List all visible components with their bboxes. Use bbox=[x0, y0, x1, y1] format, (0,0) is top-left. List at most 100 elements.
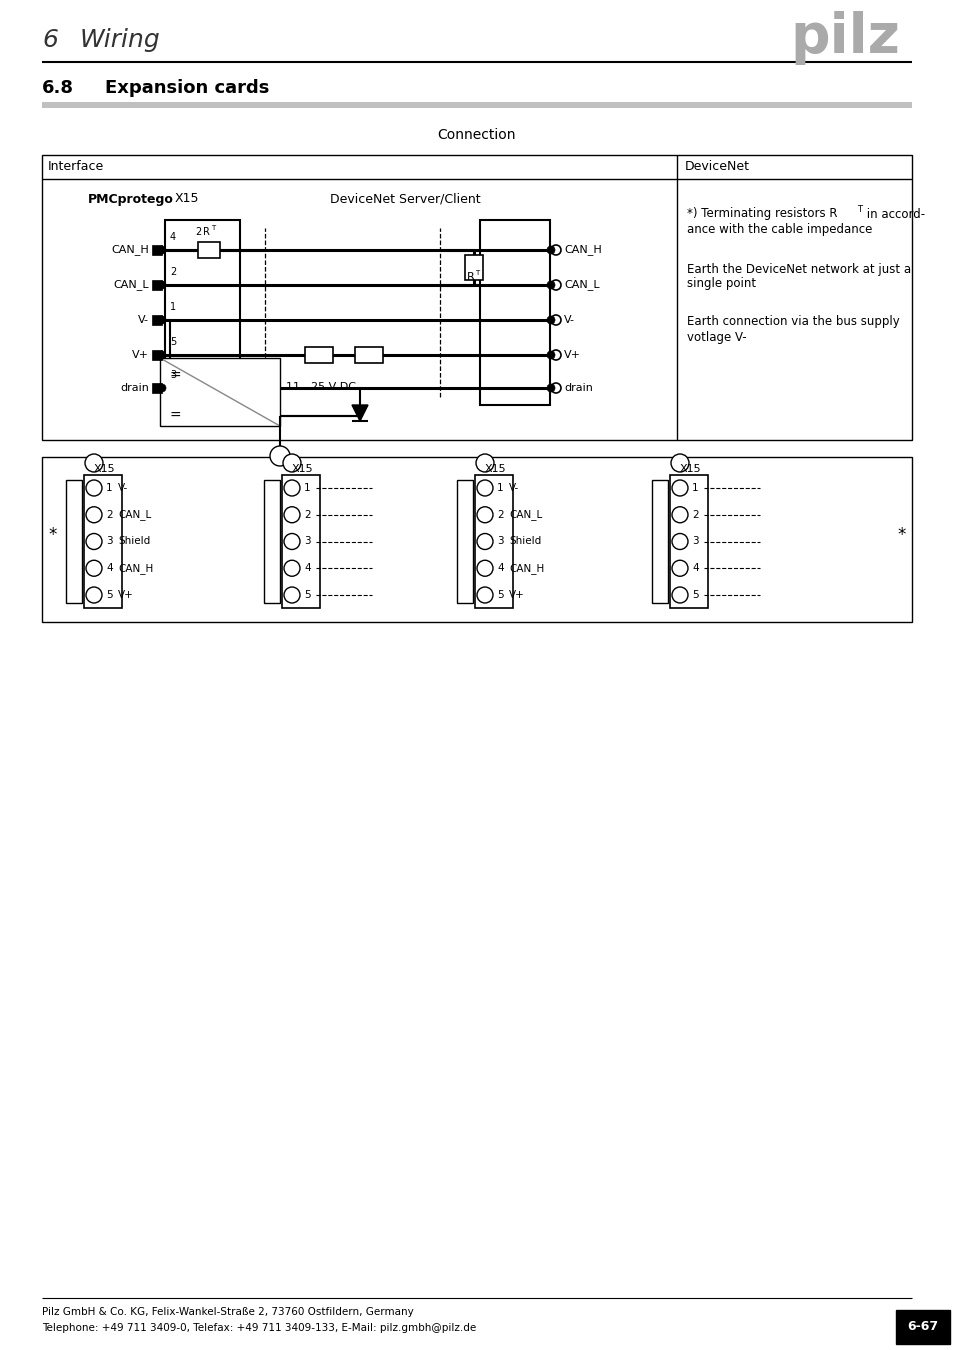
Text: Pilz GmbH & Co. KG, Felix-Wankel-Straße 2, 73760 Ostfildern, Germany: Pilz GmbH & Co. KG, Felix-Wankel-Straße … bbox=[42, 1307, 414, 1318]
Circle shape bbox=[283, 454, 301, 472]
Text: CAN_L: CAN_L bbox=[509, 509, 541, 520]
Circle shape bbox=[546, 316, 555, 324]
Text: 4: 4 bbox=[170, 232, 176, 242]
Text: 5: 5 bbox=[170, 338, 176, 347]
Text: X15: X15 bbox=[94, 464, 115, 474]
Text: 6.8: 6.8 bbox=[42, 80, 74, 97]
Text: PMCprotego: PMCprotego bbox=[88, 193, 173, 205]
Bar bbox=[651, 481, 667, 603]
Bar bbox=[66, 481, 82, 603]
Text: CAN_H: CAN_H bbox=[112, 244, 149, 255]
Text: Earth the DeviceNet network at just a: Earth the DeviceNet network at just a bbox=[686, 262, 910, 275]
Circle shape bbox=[284, 481, 299, 495]
Circle shape bbox=[551, 279, 560, 290]
Text: 2: 2 bbox=[304, 510, 311, 520]
Text: CAN_H: CAN_H bbox=[563, 244, 601, 255]
Text: votlage V-: votlage V- bbox=[686, 331, 746, 343]
Bar bbox=[152, 279, 162, 290]
Circle shape bbox=[546, 246, 555, 254]
Circle shape bbox=[476, 454, 494, 472]
Bar bbox=[42, 458, 911, 622]
Text: 5: 5 bbox=[106, 590, 112, 599]
Circle shape bbox=[86, 533, 102, 549]
Text: 11 - 25 V DC: 11 - 25 V DC bbox=[286, 382, 355, 391]
Text: =: = bbox=[170, 409, 181, 423]
Circle shape bbox=[671, 506, 687, 522]
Bar bbox=[305, 347, 333, 363]
Circle shape bbox=[284, 587, 299, 603]
Circle shape bbox=[546, 383, 555, 392]
Text: CAN_L: CAN_L bbox=[563, 279, 599, 290]
Circle shape bbox=[671, 587, 687, 603]
Text: *: * bbox=[48, 526, 56, 544]
Text: CAN_H: CAN_H bbox=[118, 563, 153, 574]
Text: Interface: Interface bbox=[48, 161, 104, 174]
Text: Expansion cards: Expansion cards bbox=[105, 80, 269, 97]
Bar bbox=[895, 1310, 949, 1345]
Circle shape bbox=[86, 481, 102, 495]
Bar bbox=[264, 481, 280, 603]
Text: 2: 2 bbox=[106, 510, 112, 520]
Bar bbox=[42, 103, 911, 108]
Circle shape bbox=[158, 383, 166, 392]
Text: Wiring: Wiring bbox=[80, 28, 161, 53]
Circle shape bbox=[476, 533, 493, 549]
Circle shape bbox=[551, 350, 560, 360]
Text: DeviceNet Server/Client: DeviceNet Server/Client bbox=[330, 193, 480, 205]
Text: 3: 3 bbox=[691, 536, 698, 547]
Text: V-: V- bbox=[118, 483, 128, 493]
Text: R: R bbox=[203, 227, 210, 238]
Text: 3: 3 bbox=[497, 536, 503, 547]
Text: 3: 3 bbox=[170, 370, 176, 379]
Bar bbox=[475, 475, 513, 608]
Circle shape bbox=[670, 454, 688, 472]
Text: V+: V+ bbox=[118, 590, 133, 599]
Text: drain: drain bbox=[120, 383, 149, 393]
Circle shape bbox=[158, 316, 166, 324]
Bar bbox=[152, 350, 162, 360]
Circle shape bbox=[284, 506, 299, 522]
Text: V+: V+ bbox=[563, 350, 580, 360]
Text: Connection: Connection bbox=[437, 128, 516, 142]
Text: 3: 3 bbox=[106, 536, 112, 547]
Bar bbox=[152, 315, 162, 325]
Circle shape bbox=[85, 454, 103, 472]
Text: in accord-: in accord- bbox=[862, 208, 924, 220]
Bar bbox=[456, 481, 473, 603]
Circle shape bbox=[551, 244, 560, 255]
Text: Shield: Shield bbox=[118, 536, 150, 547]
Text: 5: 5 bbox=[497, 590, 503, 599]
Text: T: T bbox=[475, 270, 478, 275]
Circle shape bbox=[270, 446, 290, 466]
Text: T: T bbox=[856, 205, 862, 215]
Text: R: R bbox=[467, 271, 475, 282]
Circle shape bbox=[158, 246, 166, 254]
Circle shape bbox=[476, 560, 493, 576]
Bar bbox=[198, 242, 220, 258]
Text: 1: 1 bbox=[304, 483, 311, 493]
Text: V-: V- bbox=[509, 483, 518, 493]
Text: CAN_H: CAN_H bbox=[509, 563, 543, 574]
Text: 4: 4 bbox=[106, 563, 112, 574]
Text: V-: V- bbox=[563, 315, 575, 325]
Text: 3: 3 bbox=[304, 536, 311, 547]
Circle shape bbox=[671, 533, 687, 549]
Text: ance with the cable impedance: ance with the cable impedance bbox=[686, 223, 871, 235]
Text: 2: 2 bbox=[170, 267, 176, 277]
Circle shape bbox=[284, 533, 299, 549]
Text: 1: 1 bbox=[170, 302, 176, 312]
Circle shape bbox=[671, 560, 687, 576]
Bar bbox=[160, 358, 280, 427]
Bar bbox=[282, 475, 319, 608]
Text: CAN_L: CAN_L bbox=[113, 279, 149, 290]
Text: V+: V+ bbox=[132, 350, 149, 360]
Text: 2: 2 bbox=[194, 227, 201, 238]
Text: Earth connection via the bus supply: Earth connection via the bus supply bbox=[686, 316, 899, 328]
Circle shape bbox=[551, 315, 560, 325]
Bar bbox=[165, 220, 240, 405]
Text: 5: 5 bbox=[304, 590, 311, 599]
Text: DeviceNet: DeviceNet bbox=[684, 161, 749, 174]
Text: *) Terminating resistors R: *) Terminating resistors R bbox=[686, 208, 837, 220]
Text: single point: single point bbox=[686, 278, 756, 290]
Text: Telephone: +49 711 3409-0, Telefax: +49 711 3409-133, E-Mail: pilz.gmbh@pilz.de: Telephone: +49 711 3409-0, Telefax: +49 … bbox=[42, 1323, 476, 1332]
